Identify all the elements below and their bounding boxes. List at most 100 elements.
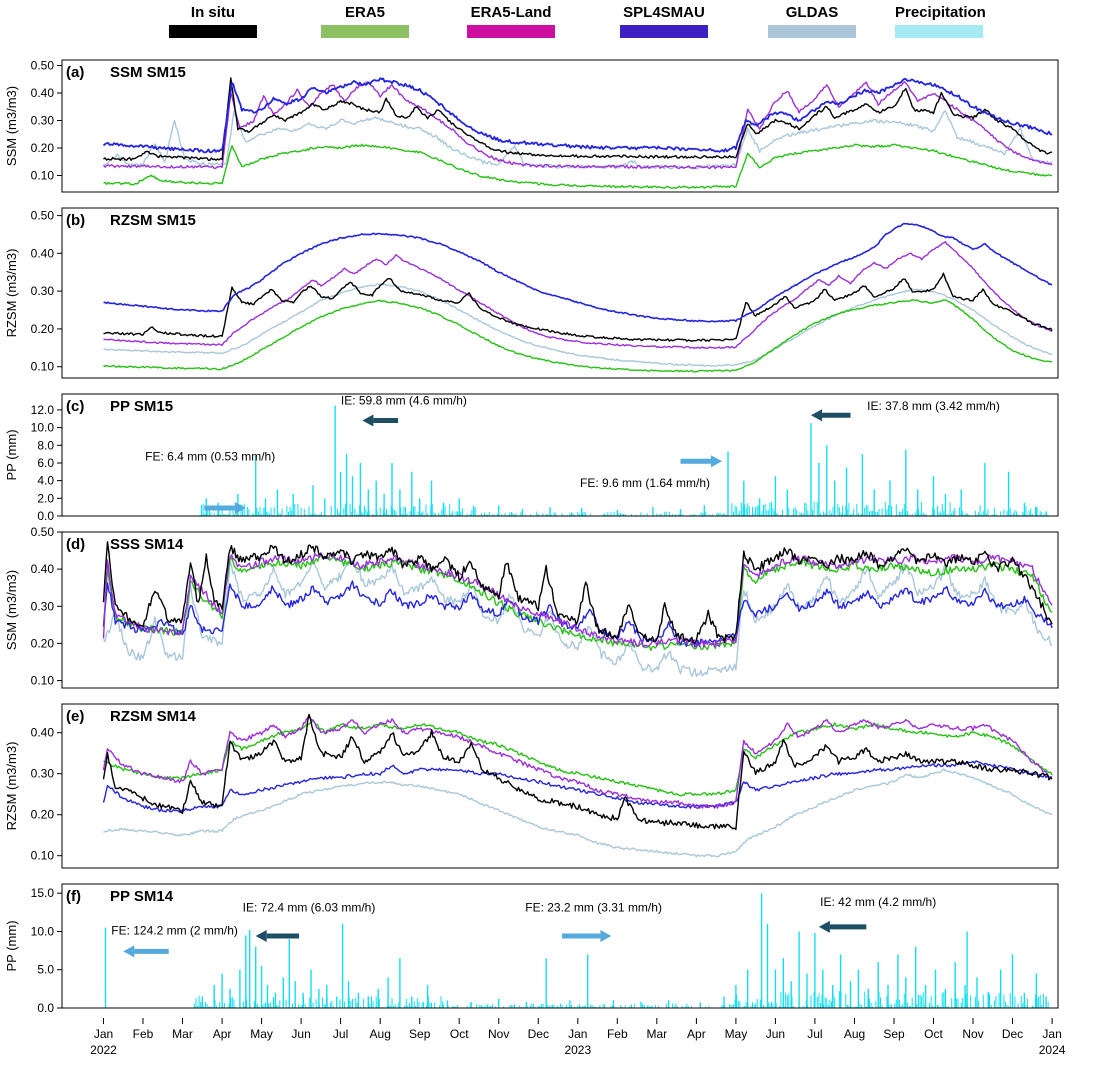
panel-d-title: SSS SM14: [110, 536, 184, 553]
panel-a-ssm-sm15: 0.10 0.20 0.30 0.40 0.50 SSM (m3/m3) (a) SSM …: [0, 54, 1115, 202]
svg-text:10.0: 10.0: [31, 925, 55, 939]
svg-text:SSM (m3/m3): SSM (m3/m3): [4, 570, 19, 650]
panel-c-tag: (c): [66, 398, 85, 415]
svg-text:IE: 59.8 mm (4.6 mm/h): IE: 59.8 mm (4.6 mm/h): [341, 394, 467, 408]
svg-text:FE: 9.6 mm (1.64 mm/h): FE: 9.6 mm (1.64 mm/h): [580, 476, 710, 490]
svg-text:Sep: Sep: [883, 1027, 905, 1041]
svg-text:2.0: 2.0: [37, 491, 54, 505]
panel-a-title: SSM SM15: [110, 64, 186, 81]
svg-text:8.0: 8.0: [37, 438, 54, 452]
svg-text:RZSM (m3/m3): RZSM (m3/m3): [4, 742, 19, 831]
legend-swatch-era5: [321, 25, 409, 38]
svg-text:IE: 42 mm (4.2 mm/h): IE: 42 mm (4.2 mm/h): [820, 895, 936, 909]
panel-c-title: PP SM15: [110, 398, 174, 415]
svg-text:Feb: Feb: [133, 1027, 154, 1041]
svg-text:0.50: 0.50: [31, 209, 55, 223]
svg-text:Oct: Oct: [450, 1027, 469, 1041]
plot-area-b: 0.10 0.20 0.30 0.40 0.50 RZSM (m3/m3): [4, 207, 1059, 379]
svg-text:0.40: 0.40: [31, 86, 55, 100]
legend-swatch-era5-land: [467, 25, 555, 38]
svg-text:May: May: [725, 1027, 748, 1041]
panel-a-tag: (a): [66, 64, 85, 81]
legend-label-gldas: GLDAS: [785, 4, 839, 21]
panel-d-tag: (d): [66, 536, 86, 553]
svg-text:0.40: 0.40: [31, 246, 55, 260]
svg-text:Jan: Jan: [94, 1027, 113, 1041]
panel-e-rzsm-sm14: 0.10 0.20 0.30 0.40 RZSM (m3/m3) (e) RZSM SM…: [0, 698, 1115, 878]
svg-text:Jan: Jan: [568, 1027, 587, 1041]
svg-text:Apr: Apr: [213, 1027, 232, 1041]
panel-b-title: RZSM SM15: [110, 212, 196, 229]
plot-area-d: 0.10 0.20 0.30 0.40 0.50 SSM (m3/m3): [4, 526, 1059, 689]
svg-text:5.0: 5.0: [37, 963, 54, 977]
legend-label-precipitation: Precipitation: [895, 4, 986, 21]
plot-area-a: 0.10 0.20 0.30 0.40 0.50 SSM (m3/m3): [4, 59, 1059, 193]
svg-text:Jul: Jul: [333, 1027, 348, 1041]
legend-swatch-gldas: [768, 25, 856, 38]
plot-area-c: IE: 59.8 mm (4.6 mm/h) FE: 6.4 mm (0.53 m…: [4, 393, 1059, 523]
svg-text:IE: 37.8 mm (3.42 mm/h): IE: 37.8 mm (3.42 mm/h): [867, 399, 1000, 413]
legend-label-spl4smau: SPL4SMAU: [623, 4, 705, 21]
svg-text:Oct: Oct: [924, 1027, 943, 1041]
svg-text:0.0: 0.0: [37, 1001, 54, 1015]
svg-text:0.10: 0.10: [31, 169, 55, 183]
svg-text:12.0: 12.0: [31, 403, 55, 417]
svg-text:May: May: [250, 1027, 273, 1041]
legend: In situ ERA5 ERA5-Land SPL4SMAU GLDAS Pr…: [0, 0, 1115, 54]
legend-swatch-spl4smau: [620, 25, 708, 38]
svg-text:0.50: 0.50: [31, 59, 55, 73]
legend-label-era5: ERA5: [344, 4, 385, 21]
legend-swatch-precipitation: [895, 25, 983, 38]
svg-text:15.0: 15.0: [31, 886, 55, 900]
panel-e-title: RZSM SM14: [110, 708, 196, 725]
svg-text:Jul: Jul: [807, 1027, 822, 1041]
svg-text:0.10: 0.10: [31, 360, 55, 374]
svg-text:IE: 72.4 mm (6.03 mm/h): IE: 72.4 mm (6.03 mm/h): [243, 901, 376, 915]
svg-text:0.10: 0.10: [31, 674, 55, 688]
svg-text:SSM (m3/m3): SSM (m3/m3): [4, 86, 19, 166]
legend-entry-spl4smau: SPL4SMAU: [620, 4, 708, 38]
svg-text:Apr: Apr: [687, 1027, 706, 1041]
svg-text:Dec: Dec: [1002, 1027, 1023, 1041]
svg-text:Sep: Sep: [409, 1027, 431, 1041]
panel-d-ssm-sm14: 0.10 0.20 0.30 0.40 0.50 SSM (m3/m3) (d) SSS …: [0, 526, 1115, 698]
legend-entry-gldas: GLDAS: [768, 4, 856, 38]
svg-text:0.20: 0.20: [31, 636, 55, 650]
svg-text:0.20: 0.20: [31, 322, 55, 336]
legend-label-in-situ: In situ: [190, 4, 236, 21]
svg-text:0.30: 0.30: [31, 114, 55, 128]
svg-text:Feb: Feb: [607, 1027, 628, 1041]
legend-entry-in-situ: In situ: [169, 4, 257, 38]
legend-swatch-in-situ: [169, 25, 257, 38]
legend-entry-era5-land: ERA5-Land: [467, 4, 555, 38]
panel-f-title: PP SM14: [110, 888, 174, 905]
svg-text:PP (mm): PP (mm): [4, 429, 19, 480]
svg-text:0.40: 0.40: [31, 562, 55, 576]
svg-text:0.10: 0.10: [31, 849, 55, 863]
svg-text:Jan: Jan: [1042, 1027, 1061, 1041]
svg-text:Nov: Nov: [962, 1027, 983, 1041]
svg-text:0.0: 0.0: [37, 509, 54, 523]
panel-b-tag: (b): [66, 212, 86, 229]
svg-text:FE: 6.4 mm (0.53 mm/h): FE: 6.4 mm (0.53 mm/h): [145, 449, 275, 463]
svg-text:0.50: 0.50: [31, 526, 55, 539]
svg-text:10.0: 10.0: [31, 421, 55, 435]
x-axis: Jan Feb Mar Apr May Jun Jul Aug Sep Oct Nov Dec Jan F…: [90, 1018, 1066, 1057]
svg-text:PP (mm): PP (mm): [4, 920, 19, 971]
svg-text:0.20: 0.20: [31, 141, 55, 155]
svg-text:Aug: Aug: [844, 1027, 865, 1041]
plot-area-f: FE: 124.2 mm (2 mm/h) IE: 72.4 mm (6.03 m…: [4, 883, 1059, 1015]
panel-e-tag: (e): [66, 708, 85, 725]
legend-label-era5-land: ERA5-Land: [470, 4, 552, 21]
panel-b-rzsm-sm15: 0.10 0.20 0.30 0.40 0.50 RZSM (m3/m3) (b) RZS…: [0, 202, 1115, 388]
svg-text:2023: 2023: [564, 1043, 591, 1057]
legend-entry-era5: ERA5: [321, 4, 409, 38]
svg-text:0.30: 0.30: [31, 599, 55, 613]
svg-text:6.0: 6.0: [37, 456, 54, 470]
svg-text:2024: 2024: [1039, 1043, 1066, 1057]
panel-f-tag: (f): [66, 888, 81, 905]
svg-text:0.30: 0.30: [31, 284, 55, 298]
svg-text:Mar: Mar: [172, 1027, 193, 1041]
legend-entry-precipitation: Precipitation: [895, 4, 986, 38]
svg-text:Dec: Dec: [528, 1027, 549, 1041]
